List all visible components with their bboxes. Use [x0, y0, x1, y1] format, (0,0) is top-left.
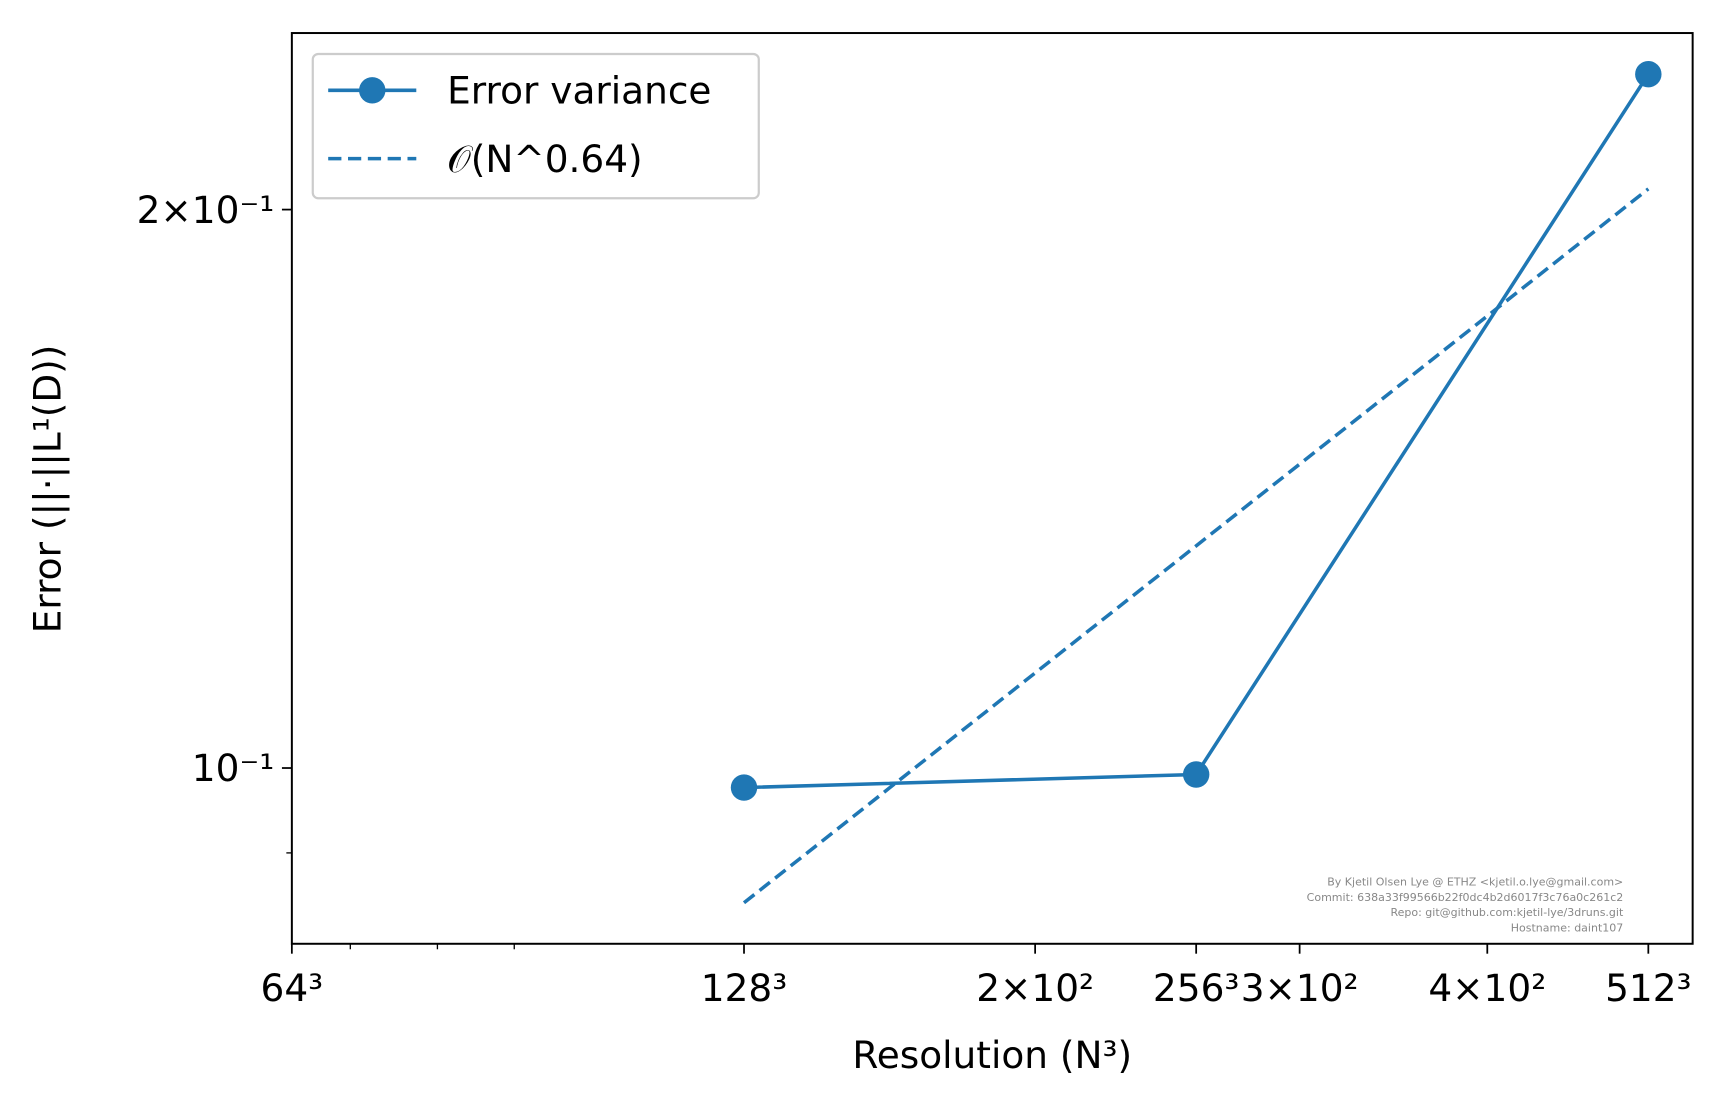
series-line [742, 187, 1650, 905]
y-axis-label: Error (||·||L¹(D)) [26, 345, 71, 634]
footnote: Commit: 638a33f99566b22f0dc4b2d6017f3c76… [1307, 891, 1624, 904]
y-tick-label: 2×10⁻¹ [137, 188, 275, 232]
x-tick-label: 3×10² [1241, 966, 1359, 1010]
legend-marker [359, 77, 386, 104]
legend-label: 𝒪(N^0.64) [447, 137, 643, 181]
x-tick-label: 256³ [1153, 966, 1239, 1010]
x-axis-label: Resolution (N³) [852, 1033, 1132, 1077]
legend-box [311, 52, 760, 200]
y-tick-label: 10⁻¹ [192, 746, 274, 790]
legend-label: Error variance [447, 69, 711, 113]
plot-frame [290, 32, 1694, 945]
x-tick-label: 64³ [261, 966, 324, 1010]
x-tick-label: 2×10² [976, 966, 1094, 1010]
data-point [1635, 60, 1662, 88]
data-point [1182, 761, 1210, 788]
x-tick-label: 512³ [1605, 966, 1691, 1010]
x-tick-label: 4×10² [1428, 966, 1546, 1010]
footnote: Repo: git@github.com:kjetil-lye/3druns.g… [1390, 906, 1623, 919]
data-point [730, 774, 758, 801]
x-tick-label: 128³ [701, 966, 787, 1010]
footnote: By Kjetil Olsen Lye @ ETHZ <kjetil.o.lye… [1327, 875, 1623, 888]
footnote: Hostname: daint107 [1511, 922, 1624, 935]
